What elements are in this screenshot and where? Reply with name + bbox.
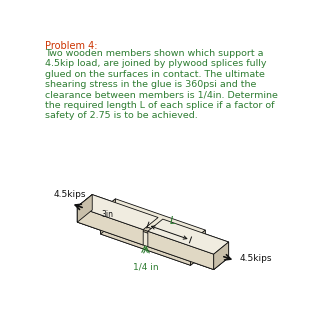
Polygon shape [100,222,205,265]
Text: shearing stress in the glue is 360psi and the: shearing stress in the glue is 360psi an… [45,80,256,89]
Text: L: L [170,216,176,226]
Text: Two wooden members shown which support a: Two wooden members shown which support a [45,49,263,58]
Polygon shape [214,242,229,270]
Polygon shape [77,210,158,245]
Polygon shape [77,195,92,222]
Text: the required length L of each splice if a factor of: the required length L of each splice if … [45,101,274,110]
Text: 1/4 in: 1/4 in [133,262,158,271]
Text: 4.5kips: 4.5kips [240,253,272,262]
Text: glued on the surfaces in contact. The ultimate: glued on the surfaces in contact. The ul… [45,70,265,79]
Polygon shape [100,199,205,242]
Polygon shape [148,231,214,270]
Polygon shape [148,234,229,270]
Text: clearance between members is 1/4in. Determine: clearance between members is 1/4in. Dete… [45,91,278,100]
Polygon shape [214,242,229,270]
Polygon shape [148,219,229,254]
Text: 4.5kips: 4.5kips [54,190,86,199]
Text: Problem 4:: Problem 4: [45,41,97,51]
Polygon shape [190,230,205,246]
Polygon shape [190,249,205,265]
Polygon shape [148,219,229,254]
Polygon shape [77,207,143,245]
Polygon shape [148,231,214,270]
Polygon shape [100,218,116,234]
Polygon shape [77,195,158,230]
Polygon shape [77,195,92,222]
Text: safety of 2.75 is to be achieved.: safety of 2.75 is to be achieved. [45,111,197,120]
Polygon shape [77,207,143,245]
Text: 4.5kip load, are joined by plywood splices fully: 4.5kip load, are joined by plywood splic… [45,59,266,68]
Polygon shape [100,199,116,215]
Polygon shape [100,230,190,265]
Text: 3in: 3in [102,210,114,219]
Polygon shape [77,195,158,230]
Polygon shape [100,211,190,246]
